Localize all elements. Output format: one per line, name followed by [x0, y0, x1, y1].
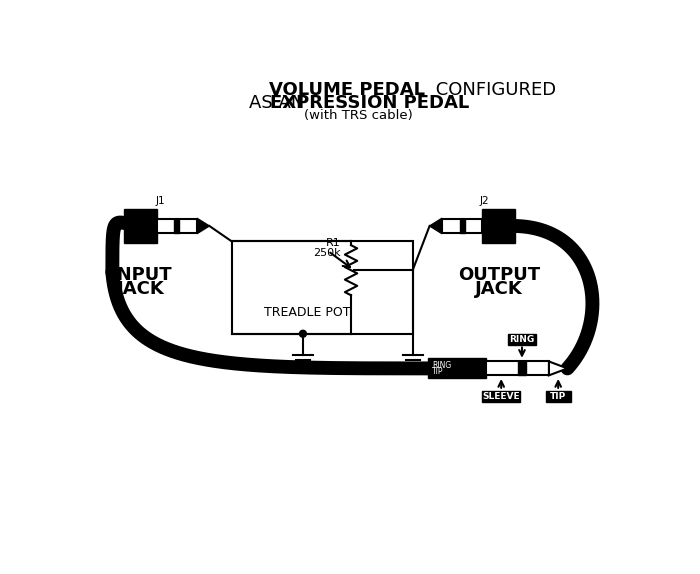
Bar — [124, 209, 157, 243]
Text: TIP: TIP — [550, 391, 566, 401]
Text: EXPRESSION PEDAL: EXPRESSION PEDAL — [270, 94, 470, 112]
Bar — [428, 358, 486, 378]
Text: TIP: TIP — [432, 367, 443, 376]
Text: VOLUME PEDAL: VOLUME PEDAL — [269, 81, 425, 99]
Text: RING: RING — [432, 361, 452, 370]
Bar — [442, 219, 482, 233]
Text: 250k: 250k — [313, 247, 340, 258]
Bar — [482, 209, 515, 243]
Circle shape — [300, 330, 307, 338]
Text: R1: R1 — [326, 238, 340, 249]
Polygon shape — [549, 362, 568, 375]
Polygon shape — [197, 218, 209, 234]
Bar — [157, 219, 197, 233]
Text: RING: RING — [510, 335, 535, 344]
Text: AS AN: AS AN — [248, 94, 310, 112]
Text: JACK: JACK — [117, 280, 164, 298]
FancyBboxPatch shape — [482, 391, 521, 402]
Text: OUTPUT: OUTPUT — [458, 266, 540, 284]
Text: SLEEVE: SLEEVE — [482, 391, 520, 401]
Text: CONFIGURED: CONFIGURED — [269, 81, 556, 99]
Text: TREADLE POT: TREADLE POT — [263, 306, 350, 319]
FancyBboxPatch shape — [508, 333, 536, 344]
Bar — [486, 362, 549, 375]
Text: JACK: JACK — [475, 280, 523, 298]
Bar — [232, 241, 413, 333]
Text: J2: J2 — [480, 196, 489, 206]
Text: INPUT: INPUT — [110, 266, 172, 284]
Text: (with TRS cable): (with TRS cable) — [304, 108, 413, 122]
FancyBboxPatch shape — [546, 391, 570, 402]
Bar — [461, 219, 465, 233]
Polygon shape — [430, 218, 442, 234]
Text: J1: J1 — [156, 196, 166, 206]
Bar — [518, 362, 526, 375]
Bar — [174, 219, 178, 233]
